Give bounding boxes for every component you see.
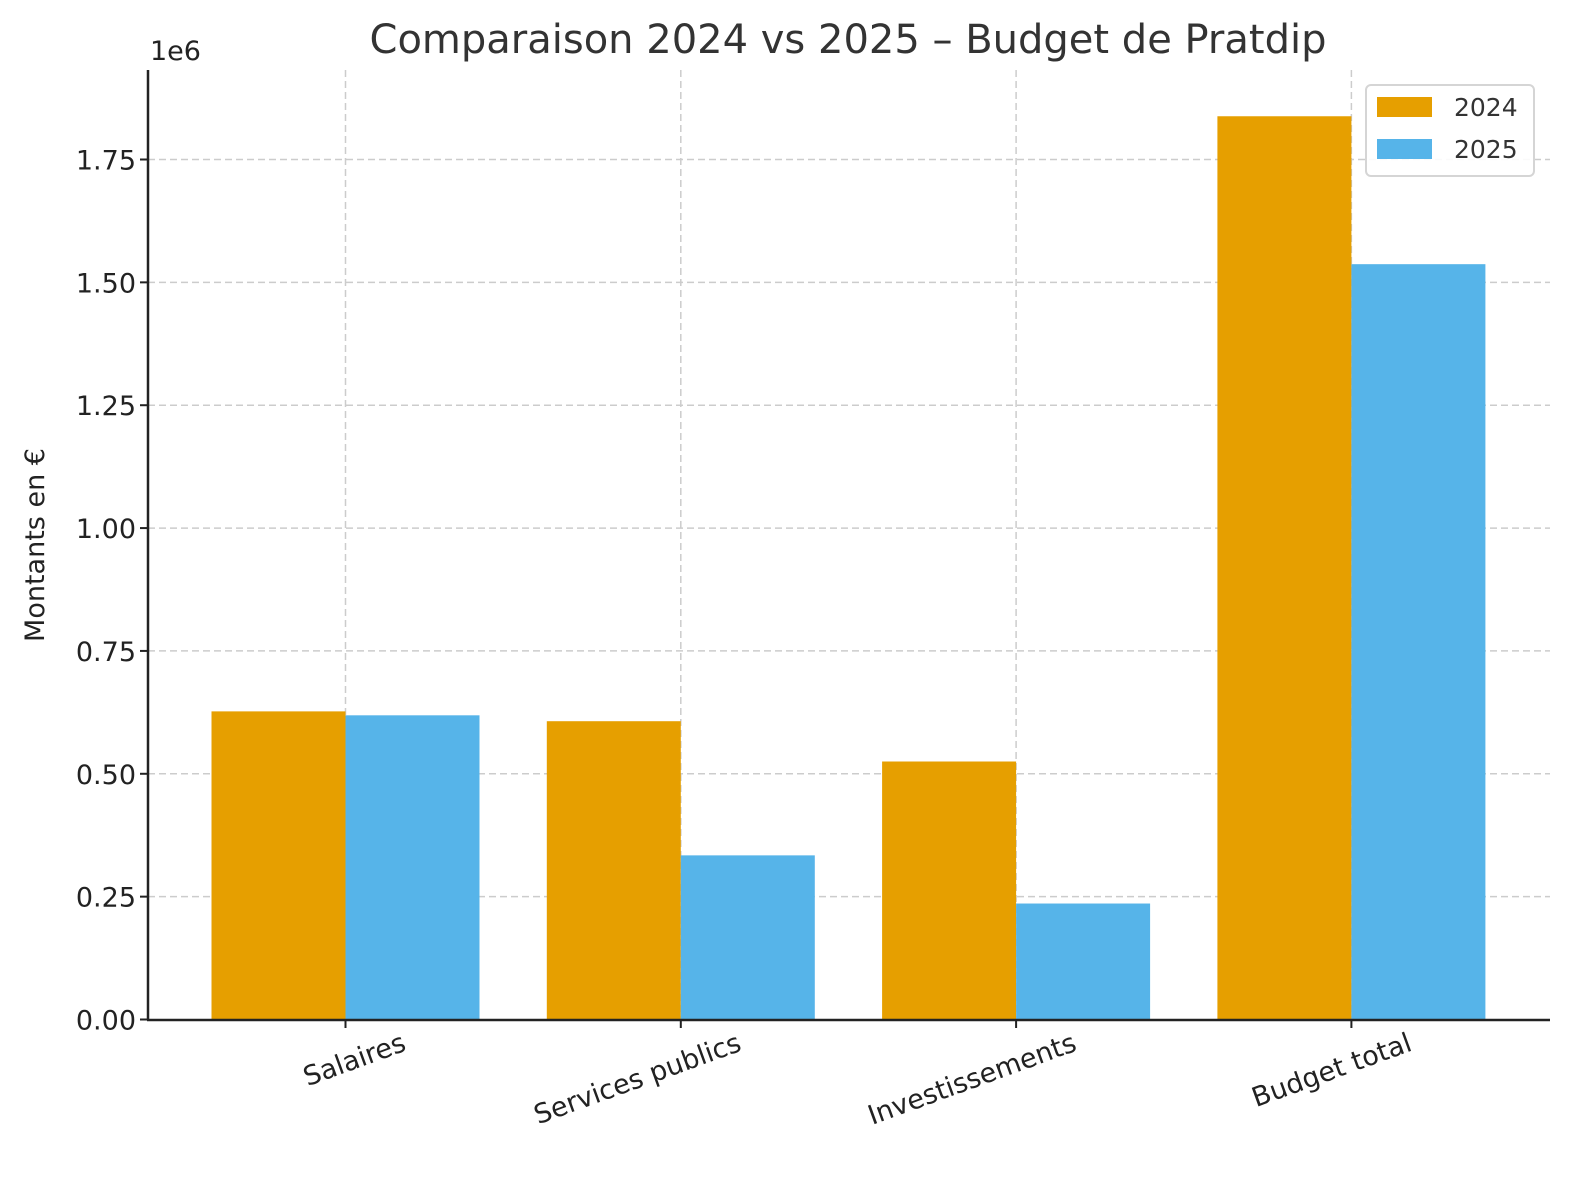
bar-2024-salaires (211, 711, 346, 1020)
bar-2024-investissements (882, 761, 1017, 1020)
x-tick-label: Salaires (299, 1027, 410, 1093)
y-tick-label: 1.00 (76, 514, 136, 545)
y-tick-label: 0.50 (76, 760, 136, 791)
y-axis-ticks: 0.00 0.25 0.50 0.75 1.00 1.25 1.50 1.75 (76, 146, 148, 1037)
y-tick-label: 0.00 (76, 1006, 136, 1037)
y-axis-label: Montants en € (20, 448, 51, 642)
bars (211, 116, 1486, 1020)
x-tick-label: Services publics (530, 1027, 745, 1131)
axes (146, 70, 1550, 1022)
x-tick-label: Budget total (1248, 1027, 1416, 1113)
y-axis-offset-label: 1e6 (150, 36, 201, 67)
bar-2024-services-publics (546, 721, 681, 1020)
y-tick-label: 0.75 (76, 637, 136, 668)
bar-2025-budget-total (1351, 264, 1486, 1020)
y-tick-label: 1.25 (76, 391, 136, 422)
chart-title: Comparaison 2024 vs 2025 – Budget de Pra… (370, 17, 1327, 63)
y-tick-label: 0.25 (76, 883, 136, 914)
legend-swatch-2024 (1377, 97, 1432, 117)
legend-label-2024: 2024 (1454, 93, 1518, 122)
legend: 2024 2025 (1365, 84, 1535, 177)
x-axis-ticks: Salaires Services publics Investissements B… (299, 1020, 1416, 1132)
bar-2025-investissements (1016, 903, 1151, 1020)
bar-2025-services-publics (680, 855, 815, 1020)
bar-2025-salaires (345, 715, 480, 1020)
y-tick-label: 1.50 (76, 268, 136, 299)
x-tick-label: Investissements (864, 1027, 1081, 1131)
y-tick-label: 1.75 (76, 146, 136, 177)
bar-2024-budget-total (1217, 116, 1352, 1020)
legend-swatch-2025 (1377, 139, 1432, 159)
legend-label-2025: 2025 (1454, 135, 1518, 164)
